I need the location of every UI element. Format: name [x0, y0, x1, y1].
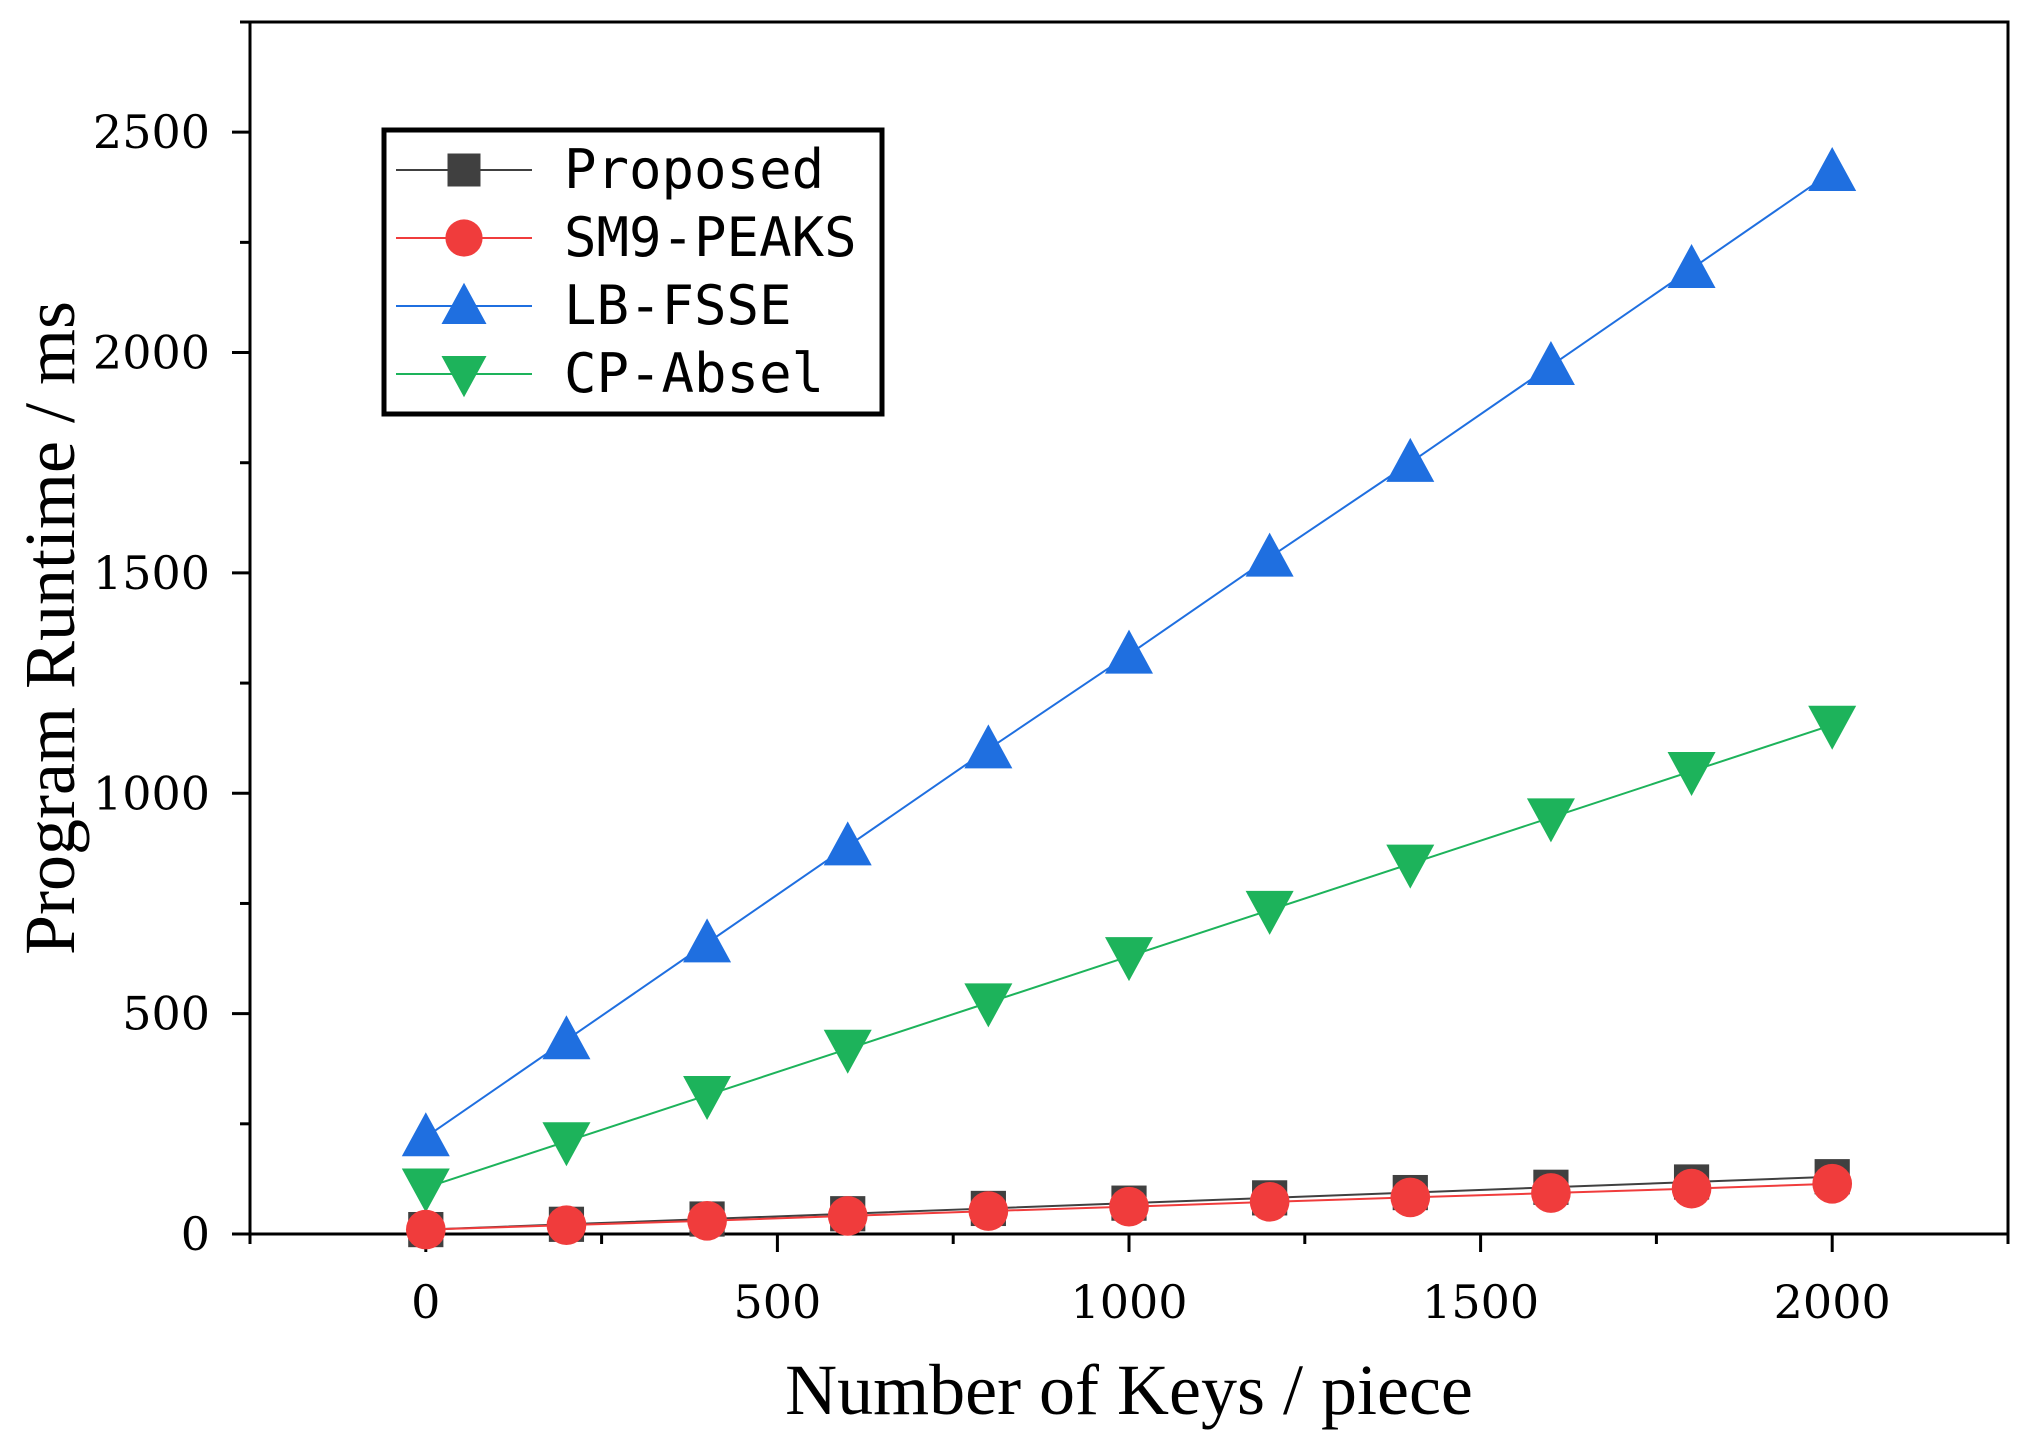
legend-label: Proposed — [564, 138, 824, 201]
x-tick-label: 0 — [411, 1275, 440, 1329]
data-point-cp-absel — [1105, 937, 1153, 982]
y-tick-label: 1000 — [93, 766, 210, 820]
data-point-sm9-peaks — [1390, 1177, 1431, 1218]
data-point-lb-fsse — [1245, 532, 1294, 577]
data-point-lb-fsse — [1105, 629, 1153, 674]
x-tick-label: 2000 — [1774, 1275, 1891, 1329]
data-point-lb-fsse — [1526, 340, 1575, 385]
series-layer — [401, 147, 1857, 1250]
data-point-sm9-peaks — [1671, 1168, 1712, 1209]
data-point-lb-fsse — [683, 918, 732, 963]
data-point-cp-absel — [964, 983, 1013, 1028]
y-tick-label: 500 — [122, 987, 210, 1041]
legend-label: LB-FSSE — [564, 274, 792, 337]
data-point-lb-fsse — [823, 821, 872, 866]
y-axis-title: Program Runtime / ms — [10, 301, 90, 955]
y-tick-label: 0 — [181, 1207, 210, 1261]
data-point-cp-absel — [1808, 705, 1857, 750]
y-tick-label: 2000 — [93, 326, 210, 380]
data-point-cp-absel — [1526, 798, 1575, 843]
data-point-sm9-peaks — [546, 1205, 587, 1246]
data-point-sm9-peaks — [1249, 1181, 1290, 1222]
data-point-sm9-peaks — [1531, 1173, 1571, 1213]
data-point-cp-absel — [1667, 752, 1716, 797]
data-point-lb-fsse — [964, 724, 1013, 769]
data-point-lb-fsse — [542, 1015, 591, 1060]
y-tick-label: 2500 — [93, 105, 210, 159]
x-axis-title: Number of Keys / piece — [785, 1350, 1473, 1430]
axes: 0 500 1000 1500 2000 0 500 1000 1500 2000 2500 — [93, 20, 2010, 1329]
legend-marker — [441, 356, 487, 398]
data-point-cp-absel — [542, 1122, 591, 1167]
legend-label: SM9-PEAKS — [564, 206, 857, 269]
legend-marker — [445, 219, 483, 257]
data-point-cp-absel — [1386, 844, 1435, 889]
x-tick-label: 1500 — [1422, 1275, 1539, 1329]
data-point-sm9-peaks — [687, 1200, 727, 1241]
legend-marker — [447, 153, 481, 187]
data-point-sm9-peaks — [968, 1191, 1009, 1231]
x-tick-label: 500 — [733, 1275, 821, 1329]
data-point-sm9-peaks — [1812, 1163, 1853, 1204]
data-point-lb-fsse — [401, 1112, 450, 1157]
legend-marker — [441, 282, 487, 324]
data-point-lb-fsse — [1386, 437, 1435, 482]
data-point-cp-absel — [1245, 890, 1294, 935]
y-tick-label: 1500 — [93, 546, 210, 600]
data-point-lb-fsse — [1667, 244, 1716, 289]
data-point-sm9-peaks — [405, 1209, 446, 1250]
data-point-cp-absel — [823, 1029, 872, 1074]
x-tick-label: 1000 — [1070, 1275, 1187, 1329]
data-point-cp-absel — [401, 1168, 450, 1213]
legend-label: CP-Absel — [564, 342, 824, 405]
data-point-sm9-peaks — [827, 1196, 868, 1236]
data-point-lb-fsse — [1808, 147, 1857, 192]
data-point-cp-absel — [683, 1075, 732, 1120]
data-point-sm9-peaks — [1109, 1186, 1149, 1227]
